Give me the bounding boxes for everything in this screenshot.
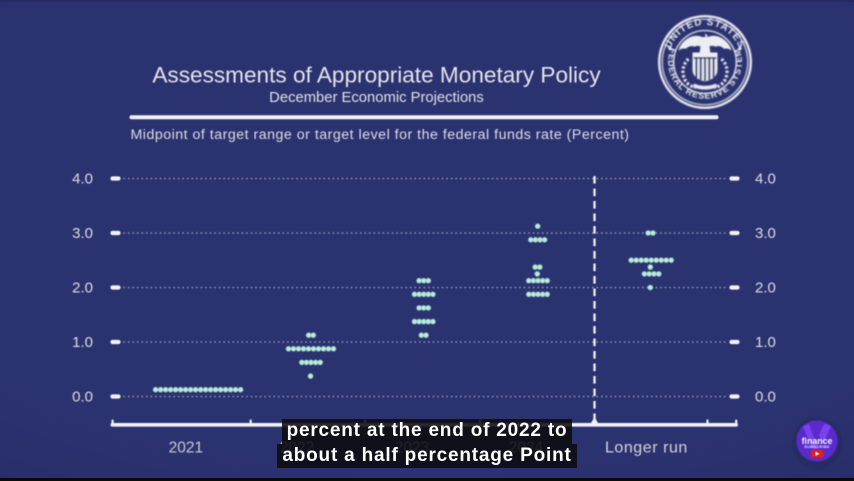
- svg-text:SUBSCRIBE: SUBSCRIBE: [804, 444, 830, 449]
- svg-text:Midpoint of target range or ta: Midpoint of target range or target level…: [130, 127, 629, 143]
- svg-text:4.0: 4.0: [72, 171, 93, 188]
- svg-text:3.0: 3.0: [755, 225, 776, 242]
- svg-text:0.0: 0.0: [72, 389, 93, 406]
- svg-text:2021: 2021: [169, 440, 203, 457]
- svg-text:2.0: 2.0: [755, 280, 776, 297]
- svg-text:1.0: 1.0: [72, 334, 93, 351]
- svg-text:3.0: 3.0: [72, 225, 93, 242]
- svg-text:Longer run: Longer run: [605, 440, 688, 457]
- svg-text:1.0: 1.0: [755, 334, 776, 351]
- svg-text:finance: finance: [802, 436, 833, 446]
- svg-text:Assessments of Appropriate Mon: Assessments of Appropriate Monetary Poli…: [152, 63, 601, 88]
- svg-text:December Economic Projections: December Economic Projections: [269, 90, 484, 106]
- svg-text:2.0: 2.0: [72, 280, 93, 297]
- svg-text:4.0: 4.0: [755, 171, 776, 188]
- svg-text:0.0: 0.0: [755, 389, 776, 406]
